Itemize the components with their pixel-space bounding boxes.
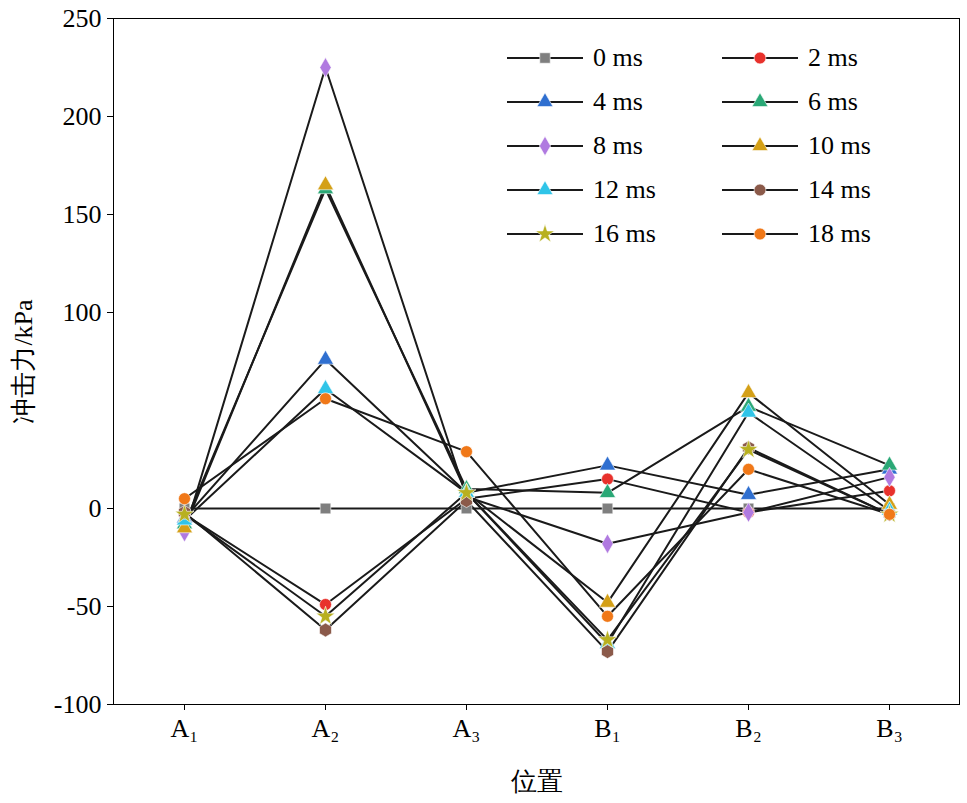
html-text:12 ms: 12 ms	[593, 175, 656, 204]
svg-text:-50: -50	[67, 592, 102, 621]
html-text:10 ms: 10 ms	[808, 131, 871, 160]
svg-text:150: 150	[63, 200, 102, 229]
html-text:6 ms: 6 ms	[808, 87, 858, 116]
svg-text:100: 100	[63, 298, 102, 327]
svg-text:冲击力/kPa: 冲击力/kPa	[9, 299, 38, 424]
html-text:0 ms: 0 ms	[593, 43, 643, 72]
html-text:14 ms: 14 ms	[808, 175, 871, 204]
html-text:18 ms: 18 ms	[808, 219, 871, 248]
svg-text:200: 200	[63, 102, 102, 131]
svg-text:B₃: B₃	[876, 714, 902, 743]
svg-text:A₃: A₃	[453, 714, 481, 743]
html-text:4 ms: 4 ms	[593, 87, 643, 116]
html-text:16 ms: 16 ms	[593, 219, 656, 248]
html-text:2 ms: 2 ms	[808, 43, 858, 72]
svg-text:B₁: B₁	[594, 714, 620, 743]
svg-text:B₂: B₂	[735, 714, 761, 743]
svg-text:0: 0	[89, 494, 102, 523]
svg-text:250: 250	[63, 4, 102, 33]
svg-text:-100: -100	[54, 690, 102, 719]
svg-text:A₂: A₂	[312, 714, 340, 743]
html-text:8 ms: 8 ms	[593, 131, 643, 160]
svg-text:A₁: A₁	[171, 714, 199, 743]
svg-text:位置: 位置	[511, 767, 563, 796]
